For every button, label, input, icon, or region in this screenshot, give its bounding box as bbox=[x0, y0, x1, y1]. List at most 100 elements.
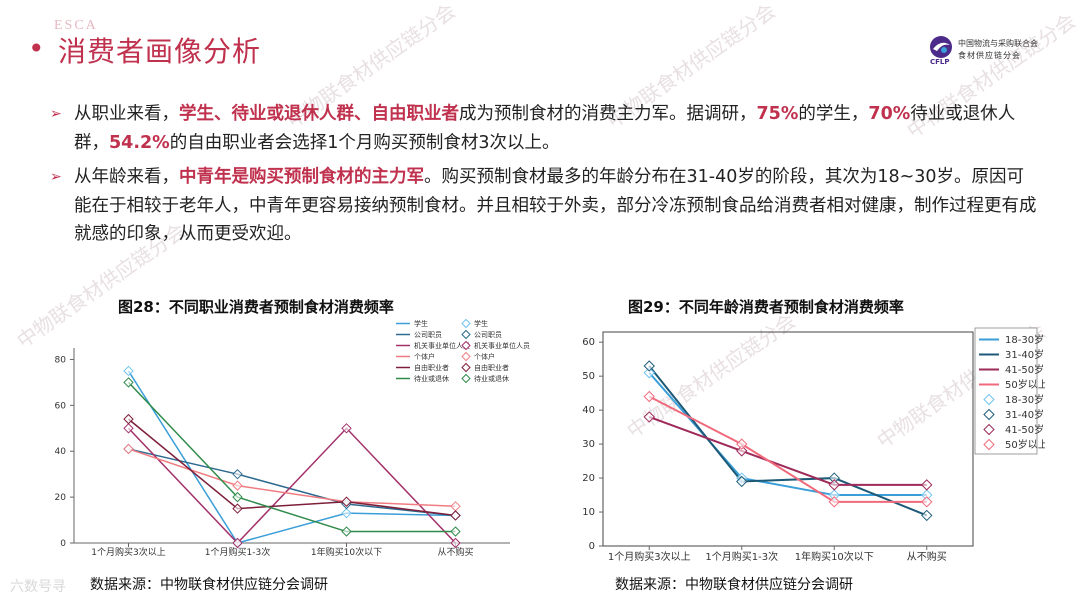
data-point-marker bbox=[828, 479, 840, 491]
body-text: 待业或退休人群， bbox=[74, 104, 1016, 153]
bullet-text: 从职业来看，学生、待业或退休人群、自由职业者成为预制食材的消费主力军。据调研，7… bbox=[74, 104, 1015, 153]
legend-marker bbox=[983, 408, 995, 421]
esca-mark: ESCA bbox=[54, 18, 98, 33]
data-point-marker bbox=[450, 510, 461, 521]
x-tick-label: 从不购买 bbox=[437, 546, 473, 558]
y-tick-label: 30 bbox=[582, 439, 595, 450]
legend-marker bbox=[461, 351, 471, 362]
legend-label: 待业或退休 bbox=[414, 374, 449, 383]
series-line bbox=[127, 370, 456, 544]
y-tick-label: 40 bbox=[55, 447, 67, 457]
series-line bbox=[648, 372, 927, 497]
data-point-marker bbox=[232, 491, 243, 503]
data-point-marker bbox=[123, 377, 134, 388]
legend-label: 学生 bbox=[474, 319, 488, 328]
legend-marker bbox=[461, 329, 471, 340]
chart-29-title: 图29：不同年龄消费者预制食材消费频率 bbox=[628, 298, 904, 316]
legend-marker bbox=[983, 438, 995, 451]
data-point-marker bbox=[123, 443, 134, 455]
data-point-marker bbox=[450, 501, 461, 512]
title-bullet: • bbox=[28, 32, 45, 65]
data-point-marker bbox=[123, 423, 134, 434]
cflp-logo: CFLP 中国物流与采购联合会 食材供应链分会 bbox=[928, 34, 1043, 70]
highlight-text: 75% bbox=[756, 104, 799, 124]
legend-label: 18-30岁 bbox=[1005, 333, 1044, 346]
series-line bbox=[127, 427, 457, 545]
bottom-left-logo: 六数号寻 bbox=[10, 579, 66, 595]
legend-label: 50岁以上 bbox=[1005, 378, 1045, 391]
data-point-marker bbox=[341, 507, 352, 519]
legend-label: 个体户 bbox=[414, 352, 435, 361]
body-text: 。购买预制食材最多的年龄分布在31-40岁的阶段，其次为18~30岁。原因可能在… bbox=[74, 167, 1037, 244]
x-tick-label: 1个月购买3次以上 bbox=[91, 546, 165, 558]
data-point-marker bbox=[232, 503, 243, 514]
plot-frame bbox=[602, 331, 974, 547]
body-text: 从职业来看， bbox=[74, 104, 179, 124]
legend-label: 41-50岁 bbox=[1005, 363, 1044, 376]
data-point-marker bbox=[921, 496, 933, 508]
data-point-marker bbox=[341, 526, 352, 537]
arrow-icon: ➢ bbox=[50, 106, 62, 122]
legend-marker bbox=[461, 340, 471, 351]
legend-marker bbox=[461, 318, 471, 329]
x-tick-label: 1个月购买1-3次 bbox=[205, 546, 270, 558]
legend-label: 待业或退休 bbox=[474, 374, 509, 383]
legend-label: 自由职业者 bbox=[474, 363, 509, 372]
series-line bbox=[128, 448, 456, 517]
y-tick-label: 50 bbox=[582, 371, 595, 382]
data-point-marker bbox=[643, 390, 655, 403]
legend-marker bbox=[461, 373, 471, 384]
legend-label: 公司职员 bbox=[414, 331, 442, 339]
body-text: 从年龄来看， bbox=[74, 167, 179, 187]
y-tick-label: 60 bbox=[582, 337, 595, 348]
y-tick-label: 10 bbox=[582, 507, 595, 518]
data-point-marker bbox=[643, 360, 655, 372]
data-point-marker bbox=[232, 537, 243, 549]
data-point-marker bbox=[643, 367, 655, 379]
y-tick-label: 60 bbox=[55, 401, 67, 411]
highlight-text: 70% bbox=[868, 104, 911, 124]
data-point-marker bbox=[643, 411, 655, 423]
cflp-logo-icon bbox=[930, 36, 952, 58]
legend-label: 机关事业单位人员 bbox=[474, 341, 530, 350]
y-tick-label: 80 bbox=[55, 355, 67, 365]
series-line bbox=[128, 448, 456, 508]
legend-label: 自由职业者 bbox=[414, 363, 449, 372]
body-text: 的学生， bbox=[798, 104, 869, 124]
legend-label: 50岁以上 bbox=[1005, 438, 1045, 451]
chart-29-age: 0 10 20 30 40 50 60 1个月购买3次以上 1个月购买1-3次 1年购买10次以下… bbox=[582, 327, 1045, 563]
chart-28-title: 图28：不同职业消费者预制食材消费频率 bbox=[118, 298, 394, 316]
data-point-marker bbox=[232, 480, 243, 491]
legend-label: 个体户 bbox=[474, 352, 495, 361]
body-text: 成为预制食材的消费主力军。据调研， bbox=[459, 104, 757, 124]
legend-marker bbox=[983, 393, 995, 406]
bullet-text: 从年龄来看，中青年是购买预制食材的主力军。购买预制食材最多的年龄分布在31-40… bbox=[74, 167, 1037, 244]
legend-label: 31-40岁 bbox=[1005, 348, 1044, 361]
chart-29-source: 数据来源：中物联食材供应链分会调研 bbox=[615, 577, 853, 593]
series-line bbox=[127, 381, 456, 533]
data-point-marker bbox=[736, 475, 748, 488]
data-point-marker bbox=[341, 496, 352, 507]
legend-box bbox=[974, 327, 1038, 455]
data-point-marker bbox=[921, 509, 933, 522]
series-line bbox=[128, 418, 456, 517]
legend-marker bbox=[461, 362, 471, 373]
bullet-list: ➢ 从职业来看，学生、待业或退休人群、自由职业者成为预制食材的消费主力军。据调研… bbox=[50, 100, 1040, 255]
series-line bbox=[648, 395, 927, 503]
data-point-marker bbox=[123, 413, 134, 425]
data-point-marker bbox=[450, 526, 461, 537]
data-point-marker bbox=[828, 496, 840, 508]
x-tick-label: 从不购买 bbox=[907, 550, 947, 563]
x-tick-label: 1年购买10次以下 bbox=[311, 546, 382, 558]
y-tick-label: 0 bbox=[589, 541, 595, 552]
logo-line-1: 中国物流与采购联合会 bbox=[958, 39, 1038, 48]
legend-marker bbox=[983, 423, 995, 436]
data-point-marker bbox=[736, 438, 748, 450]
data-point-marker bbox=[341, 423, 352, 434]
series-line bbox=[648, 365, 928, 517]
y-tick-label: 20 bbox=[55, 493, 67, 503]
legend-label: 31-40岁 bbox=[1005, 408, 1044, 421]
highlight-text: 54.2% bbox=[109, 132, 170, 153]
x-tick-label: 1个月购买3次以上 bbox=[608, 550, 691, 563]
body-text: 的自由职业者会选择1个月购买预制食材3次以上。 bbox=[169, 132, 560, 153]
